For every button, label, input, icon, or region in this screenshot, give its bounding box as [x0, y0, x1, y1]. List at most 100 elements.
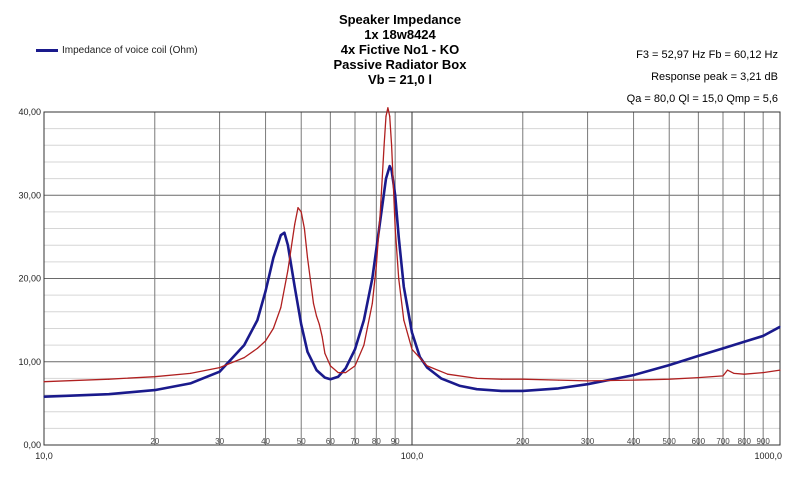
box-parameters: F3 = 52,97 Hz Fb = 60,12 Hz Response pea… [627, 44, 778, 110]
data-point [779, 369, 781, 371]
chart-title: Speaker Impedance 1x 18w8424 4x Fictive … [300, 12, 500, 87]
data-point [586, 383, 589, 385]
data-point [632, 374, 635, 376]
data-point [256, 347, 258, 350]
x-tick-label: 400 [627, 437, 641, 446]
data-point [390, 144, 393, 146]
data-point [272, 327, 274, 330]
data-point [403, 319, 405, 321]
data-point [779, 326, 781, 328]
data-point [476, 388, 478, 390]
data-point [329, 365, 331, 367]
data-point [321, 336, 323, 338]
data-point [557, 379, 560, 381]
data-point [762, 335, 764, 337]
data-point [697, 376, 699, 379]
data-point [403, 286, 405, 288]
x-tick-label: 80 [372, 437, 381, 446]
data-point [315, 369, 318, 371]
f3-fb-readout: F3 = 52,97 Hz Fb = 60,12 Hz [636, 49, 778, 61]
data-point [394, 194, 396, 196]
legend-swatch [36, 49, 58, 52]
data-point [447, 373, 449, 375]
data-point [426, 365, 428, 367]
data-point [389, 115, 391, 117]
data-point [500, 390, 503, 392]
data-point [394, 227, 396, 230]
data-point [272, 257, 274, 259]
data-point [500, 378, 503, 380]
data-point [243, 356, 245, 359]
data-point [762, 371, 764, 374]
data-point [522, 378, 524, 380]
data-point [733, 372, 735, 375]
data-point [344, 371, 347, 374]
data-point [337, 376, 339, 378]
x-major-tick-label: 100,0 [401, 451, 424, 461]
data-point [337, 371, 339, 374]
data-point [522, 390, 524, 392]
data-point [280, 234, 282, 236]
data-point [354, 348, 356, 350]
y-tick-label: 30,00 [18, 190, 41, 200]
x-tick-label: 800 [738, 437, 752, 446]
data-point [668, 364, 670, 366]
data-point [476, 377, 478, 379]
x-major-tick-label: 1000,0 [754, 451, 782, 461]
data-point [154, 376, 156, 378]
data-point [306, 351, 309, 353]
x-tick-label: 700 [716, 437, 730, 446]
y-tick-label: 20,00 [18, 274, 41, 284]
chart-title-line: 1x 18w8424 [364, 27, 436, 42]
data-point [294, 286, 296, 288]
data-point [344, 367, 347, 370]
x-tick-label: 90 [391, 437, 400, 446]
data-point [318, 323, 320, 325]
data-point [383, 144, 385, 146]
y-tick-label: 40,00 [18, 107, 41, 117]
data-point [379, 211, 381, 213]
data-point [354, 365, 356, 367]
data-point [411, 348, 413, 350]
chart-title-line: Speaker Impedance [338, 12, 462, 27]
data-point [300, 323, 302, 325]
axes [43, 111, 781, 446]
y-tick-label: 10,00 [18, 357, 41, 367]
chart-title-line: Passive Radiator Box [333, 57, 467, 72]
data-point [283, 232, 285, 234]
data-point [586, 380, 589, 382]
x-tick-label: 200 [516, 437, 530, 446]
response-peak-readout: Response peak = 3,21 dB [651, 71, 778, 83]
data-point [43, 396, 45, 398]
data-point [385, 115, 387, 117]
data-point [363, 319, 365, 321]
data-point [218, 371, 221, 373]
data-point [108, 393, 110, 395]
data-point [385, 178, 387, 180]
series-layer [43, 107, 781, 398]
data-point [668, 378, 670, 380]
data-point [398, 236, 400, 238]
data-point [398, 277, 400, 280]
data-point [189, 382, 192, 384]
x-tick-label: 900 [756, 437, 770, 446]
data-point [287, 244, 289, 246]
data-point [297, 207, 299, 209]
data-point [726, 369, 729, 371]
data-point [287, 269, 289, 271]
x-tick-label: 600 [692, 437, 706, 446]
data-point [411, 332, 413, 334]
x-major-tick-label: 10,0 [35, 451, 53, 461]
data-point [632, 379, 635, 381]
data-point [312, 302, 315, 305]
data-point [218, 366, 221, 369]
x-tick-label: 300 [581, 437, 595, 446]
plot-frame [43, 111, 781, 446]
data-point [300, 211, 302, 213]
data-point [243, 344, 245, 346]
data-point [324, 376, 326, 379]
data-point [303, 227, 305, 230]
grid-lines [43, 111, 781, 446]
x-tick-label: 50 [297, 437, 306, 446]
